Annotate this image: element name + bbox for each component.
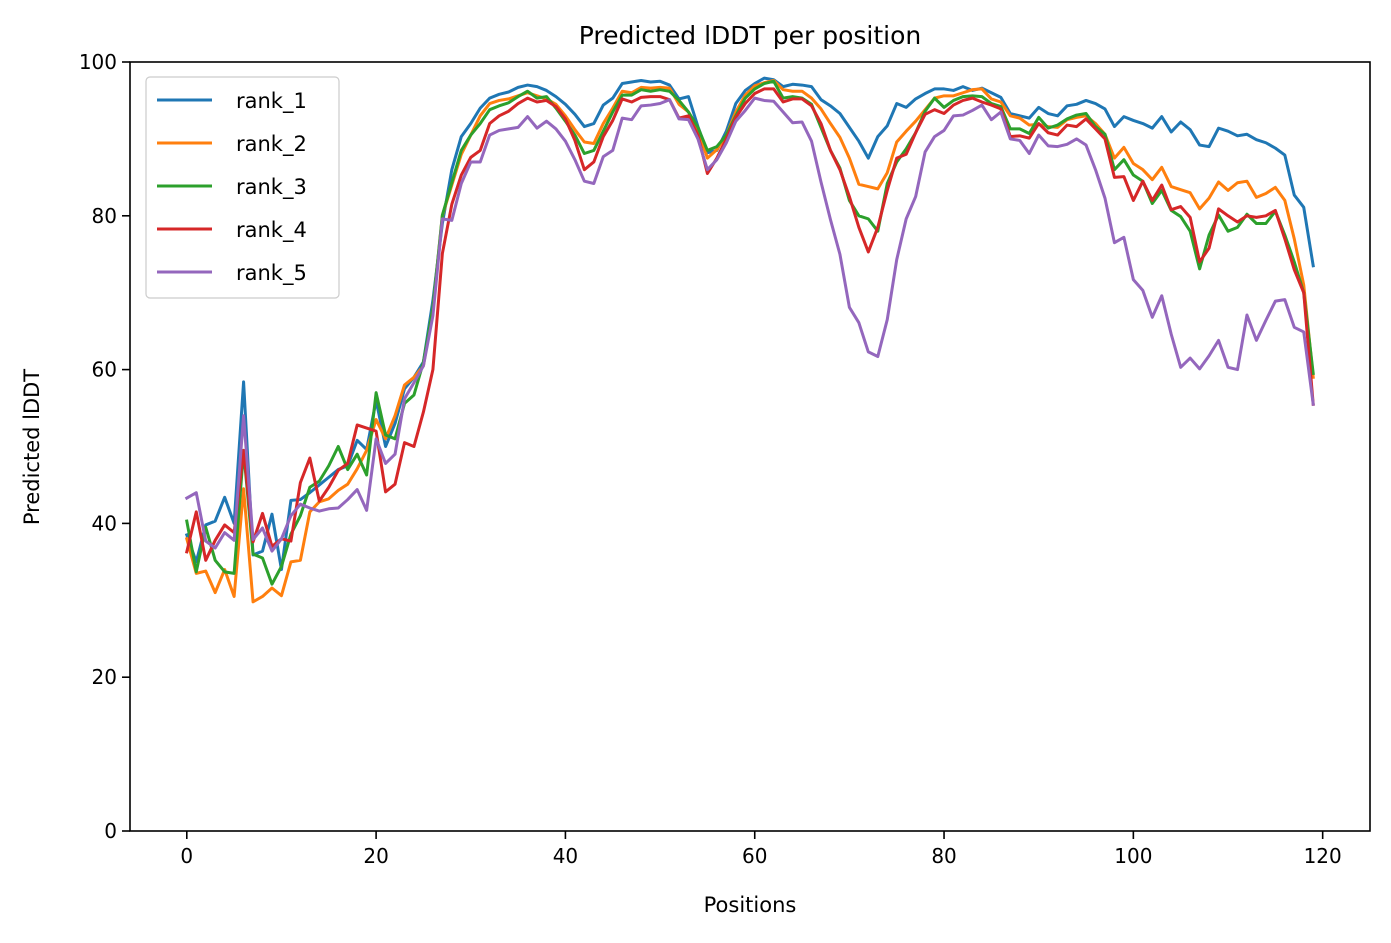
series-line-rank-2 <box>184 78 1315 604</box>
x-tick-label: 60 <box>742 844 767 868</box>
legend-label-rank-3: rank_3 <box>236 175 307 200</box>
series-line-rank-5 <box>184 96 1315 553</box>
legend-label-rank-2: rank_2 <box>236 132 307 157</box>
series-line-rank-3 <box>185 79 1315 586</box>
legend-box <box>145 76 340 299</box>
y-tick-label: 0 <box>104 819 117 843</box>
chart-title: Predicted lDDT per position <box>579 21 921 50</box>
x-tick-label: 80 <box>931 844 956 868</box>
y-axis: 0 20 40 60 80 100 <box>79 50 130 843</box>
y-tick-label: 80 <box>92 204 117 228</box>
y-tick-label: 100 <box>79 50 117 74</box>
x-tick-label: 120 <box>1304 844 1342 868</box>
x-axis-title: Positions <box>704 893 797 917</box>
legend: rank_1 rank_2 rank_3 rank_4 rank_5 <box>145 76 340 299</box>
x-tick-label: 20 <box>363 844 388 868</box>
plot-area <box>184 76 1315 604</box>
y-tick-label: 20 <box>92 665 117 689</box>
y-tick-label: 60 <box>92 358 117 382</box>
x-axis: 0 20 40 60 80 100 120 <box>180 831 1342 868</box>
x-tick-label: 40 <box>553 844 578 868</box>
y-tick-label: 40 <box>92 511 117 535</box>
legend-label-rank-4: rank_4 <box>236 218 307 243</box>
y-axis-title: Predicted lDDT <box>20 369 44 525</box>
legend-label-rank-1: rank_1 <box>236 89 307 114</box>
series-line-rank-4 <box>184 87 1315 562</box>
legend-label-rank-5: rank_5 <box>236 261 307 286</box>
x-tick-label: 0 <box>180 844 193 868</box>
plot-frame <box>129 61 1371 832</box>
x-tick-label: 100 <box>1114 844 1152 868</box>
